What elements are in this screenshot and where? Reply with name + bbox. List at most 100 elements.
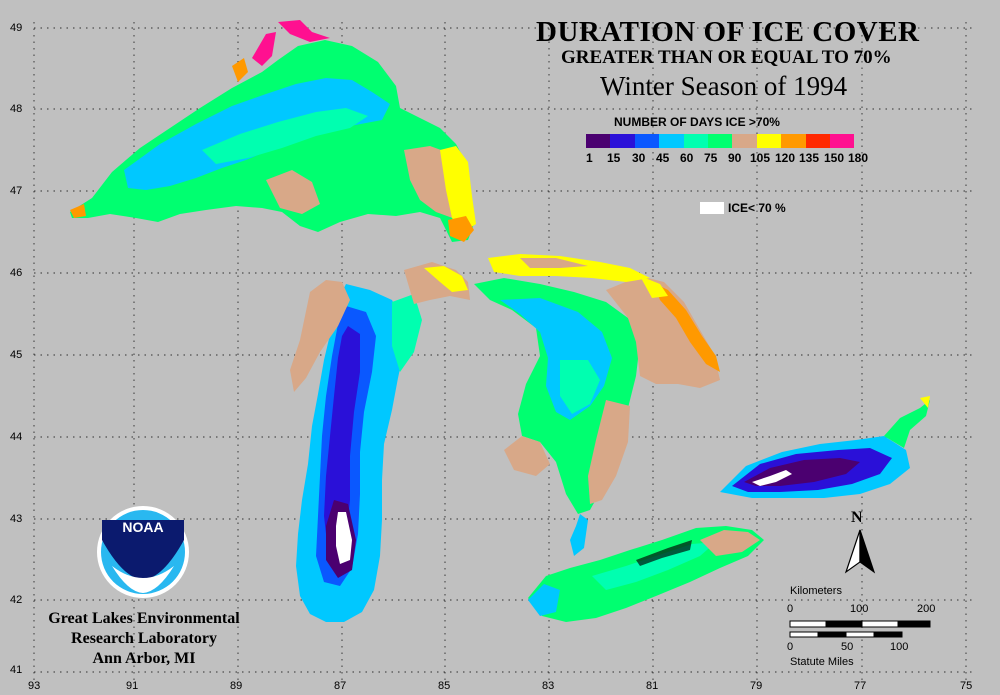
km-tick-0: 0 xyxy=(787,603,794,615)
longitude-label: 79 xyxy=(750,680,763,692)
latitude-label: 43 xyxy=(10,513,23,525)
ontario-ne-75 xyxy=(884,400,930,448)
erie-west-45 xyxy=(528,584,560,616)
legend-tick-label: 90 xyxy=(728,151,742,165)
map-subtitle: GREATER THAN OR EQUAL TO 70% xyxy=(561,47,892,68)
legend-swatch xyxy=(805,134,830,148)
latitude-label: 41 xyxy=(10,664,23,676)
legend-tick-label: 150 xyxy=(824,151,845,165)
legend-tick-label: 180 xyxy=(848,151,869,165)
georgian-bay-90 xyxy=(606,276,720,388)
legend-tick-label: 60 xyxy=(680,151,694,165)
noaa-logo-bird xyxy=(102,520,184,580)
longitude-label: 77 xyxy=(854,680,867,692)
longitude-label: 81 xyxy=(646,680,659,692)
legend-tick-label: 75 xyxy=(704,151,718,165)
season-label: Winter Season of 1994 xyxy=(600,71,848,101)
st-clair-45 xyxy=(570,514,588,556)
legend-tick-label: 1 xyxy=(586,151,593,165)
longitude-label: 75 xyxy=(960,680,973,692)
legend-swatch xyxy=(586,134,611,148)
credit-block: Great Lakes Environmental Research Labor… xyxy=(30,609,258,669)
mi-tick-50: 50 xyxy=(841,641,854,653)
km-title: Kilometers xyxy=(790,585,842,597)
latitude-label: 42 xyxy=(10,594,23,606)
latitude-label: 49 xyxy=(10,22,23,34)
km-scale-bar xyxy=(789,620,931,628)
legend-swatch xyxy=(659,134,684,148)
legend-tick-label: 105 xyxy=(750,151,771,165)
lake-st-clair xyxy=(570,514,588,556)
erie-east-90 xyxy=(700,530,760,556)
whitefish-120 xyxy=(448,216,474,242)
latitude-label: 44 xyxy=(10,431,23,443)
mi-tick-100: 100 xyxy=(890,641,909,653)
longitude-label: 93 xyxy=(28,680,41,692)
credit-line-3: Ann Arbor, MI xyxy=(92,650,196,667)
superior-east-105 xyxy=(440,146,476,232)
map-title: DURATION OF ICE COVER xyxy=(536,16,920,48)
ontario-ne-105 xyxy=(920,396,930,408)
north-arrow-icon xyxy=(844,529,876,574)
legend-tick-label: 45 xyxy=(656,151,670,165)
longitude-label: 85 xyxy=(438,680,451,692)
longitude-label: 89 xyxy=(230,680,243,692)
legend-swatch xyxy=(707,134,733,148)
superior-south-90 xyxy=(266,170,320,214)
ice-lt-70-label: ICE< 70 % xyxy=(728,201,786,215)
mi-tick-0: 0 xyxy=(787,641,794,653)
mile-scale-bar xyxy=(789,631,903,638)
legend-title: NUMBER OF DAYS ICE >70% xyxy=(614,115,780,129)
michigan-15 xyxy=(324,326,360,560)
lake-erie xyxy=(528,526,764,622)
mi-title: Statute Miles xyxy=(790,656,854,668)
michigan-ne-60 xyxy=(392,294,422,372)
latitude-label: 47 xyxy=(10,185,23,197)
superior-60-75 xyxy=(202,108,368,164)
km-tick-100: 100 xyxy=(850,603,869,615)
michigan-north-105 xyxy=(424,266,468,292)
legend-color-bar xyxy=(586,134,855,148)
lake-superior xyxy=(70,20,476,242)
saginaw-90 xyxy=(504,436,550,476)
legend-tick-label: 135 xyxy=(799,151,820,165)
north-channel-105 xyxy=(488,254,650,282)
noaa-logo-swoosh xyxy=(112,566,174,593)
huron-60-75 xyxy=(560,360,600,414)
legend-swatch xyxy=(683,134,708,148)
credit-line-1: Great Lakes Environmental xyxy=(48,610,240,627)
legend-swatch xyxy=(829,134,855,148)
green-bay-90 xyxy=(290,280,350,392)
longitude-label: 87 xyxy=(334,680,347,692)
legend-swatch xyxy=(610,134,635,148)
ice-lt-70-key: ICE< 70 % xyxy=(700,201,786,215)
lake-huron xyxy=(474,254,720,514)
ice-lt-70-swatch xyxy=(700,202,724,214)
legend-swatch xyxy=(634,134,660,148)
legend-tick-label: 30 xyxy=(632,151,646,165)
longitude-label: 83 xyxy=(542,680,555,692)
duluth-120 xyxy=(70,204,86,218)
legend-tick-label: 120 xyxy=(775,151,796,165)
credit-line-2: Research Laboratory xyxy=(71,630,217,647)
nipigon-180 xyxy=(252,32,276,66)
ontario-ice-lt-70 xyxy=(752,470,792,486)
legend-swatch xyxy=(756,134,782,148)
georgian-bay-120 xyxy=(652,282,720,372)
huron-sw-90 xyxy=(588,400,630,504)
legend-swatch xyxy=(732,134,757,148)
nipigon-north-180 xyxy=(278,20,330,42)
latitude-label: 46 xyxy=(10,267,23,279)
legend-tick-label: 15 xyxy=(607,151,621,165)
legend-swatch xyxy=(781,134,806,148)
km-tick-200: 200 xyxy=(917,603,936,615)
georgian-bay-105 xyxy=(640,276,668,298)
erie-60-75 xyxy=(592,542,716,590)
latitude-label: 45 xyxy=(10,349,23,361)
nipigon-120 xyxy=(232,58,248,82)
erie-shoreline xyxy=(636,540,692,566)
longitude-label: 91 xyxy=(126,680,139,692)
lake-michigan xyxy=(290,262,470,622)
michigan-ice-lt-70 xyxy=(336,512,352,564)
